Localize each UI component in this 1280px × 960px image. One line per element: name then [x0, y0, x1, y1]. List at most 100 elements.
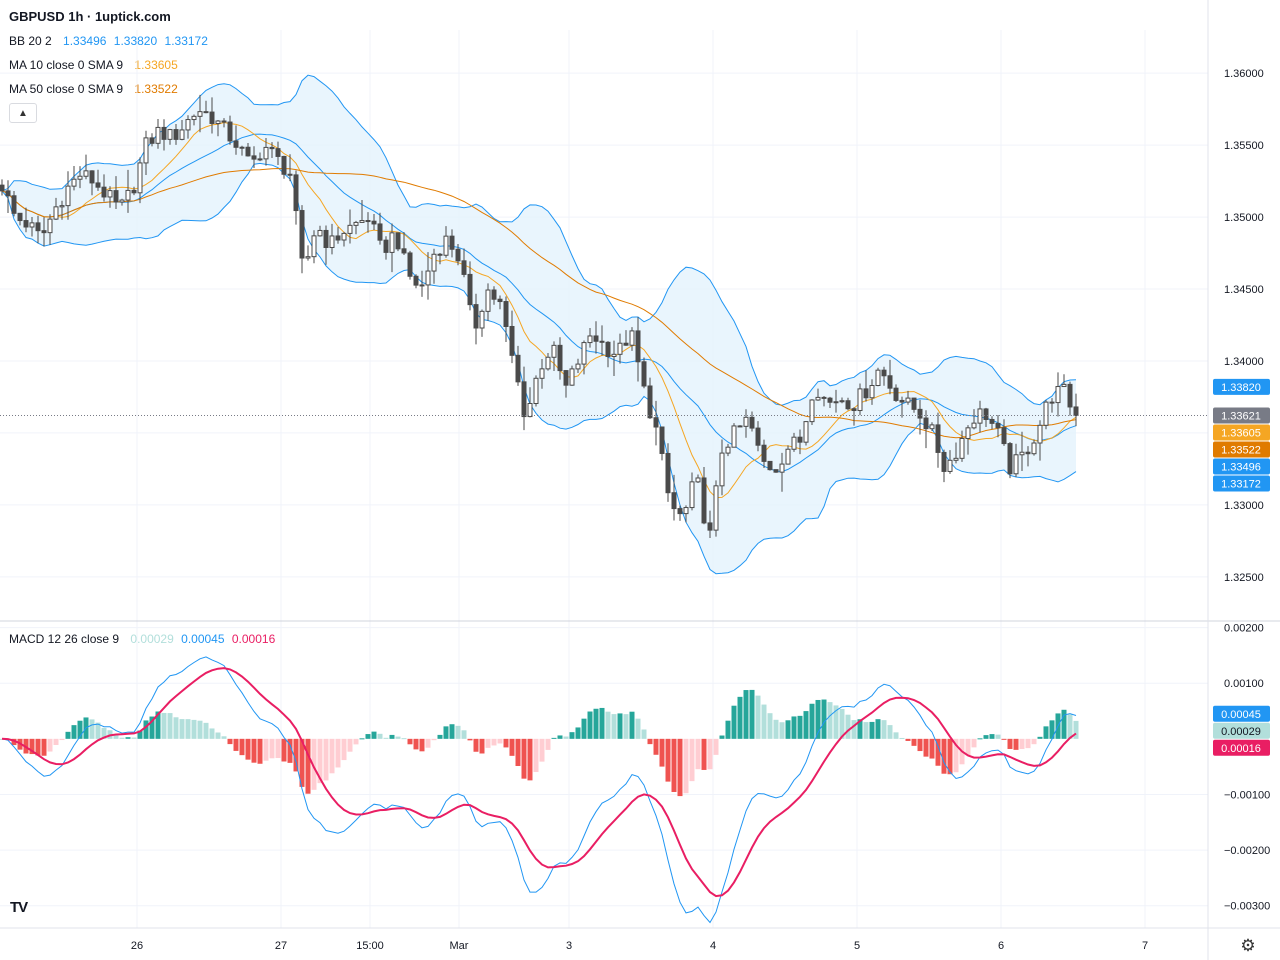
- candle-body: [1013, 454, 1019, 475]
- candle: [269, 142, 275, 158]
- candle: [773, 469, 779, 473]
- candle: [605, 341, 611, 368]
- macd-hist-bar: [683, 738, 689, 794]
- macd-hist-bar: [1007, 738, 1013, 749]
- candle: [533, 375, 539, 407]
- candle: [227, 115, 233, 145]
- time-tick-label: 3: [566, 940, 572, 952]
- price-tick-label: 1.34000: [1224, 356, 1264, 368]
- macd-tag-bg: [1213, 705, 1270, 722]
- macd-hist-bar: [137, 730, 143, 739]
- candle: [437, 252, 443, 265]
- candle-body: [419, 284, 425, 287]
- price-tag: 1.33496: [1213, 458, 1270, 475]
- candle-body: [725, 446, 731, 454]
- candle: [593, 321, 599, 354]
- candle-body: [569, 368, 575, 386]
- candle-body: [1001, 427, 1007, 445]
- candle: [425, 252, 431, 300]
- candle: [17, 212, 23, 226]
- candle: [881, 366, 887, 386]
- candle: [899, 396, 905, 418]
- macd-hist-bar: [881, 720, 887, 739]
- candle-body: [773, 469, 779, 473]
- price-tick-label: 1.34500: [1224, 284, 1264, 296]
- candle-body: [119, 199, 125, 203]
- candle: [263, 137, 269, 166]
- candle: [869, 379, 875, 405]
- macd-hist-bar: [581, 718, 587, 739]
- ma10-legend[interactable]: MA 10 close 0 SMA 9 1.33605: [9, 58, 182, 72]
- macd-hist-bar: [713, 738, 719, 755]
- macd-hist-bar: [155, 711, 161, 739]
- candle: [383, 236, 389, 260]
- candle-body: [425, 270, 431, 286]
- macd-hist-bar: [605, 711, 611, 739]
- ma10-legend-label: MA 10 close 0 SMA 9: [9, 58, 124, 72]
- macd-hist-bar: [677, 738, 683, 797]
- macd-hist-bar: [821, 699, 827, 739]
- candle: [785, 445, 791, 465]
- candle-body: [503, 301, 509, 327]
- candle-body: [761, 444, 767, 462]
- price-tag-bg: [1213, 424, 1270, 441]
- macd-hist-bar: [509, 738, 515, 756]
- candle: [287, 154, 293, 182]
- macd-hist-bar: [563, 736, 569, 739]
- macd-tag: 0.00045: [1213, 705, 1270, 722]
- candle: [1013, 443, 1019, 478]
- bb-basis-line: [1, 133, 1077, 473]
- macd-hist-bar: [227, 738, 233, 745]
- ma50-legend[interactable]: MA 50 close 0 SMA 9 1.33522: [9, 82, 182, 96]
- macd-hist-bar: [143, 720, 149, 739]
- macd-tick-label: 0.00100: [1224, 678, 1264, 690]
- candle: [827, 396, 833, 408]
- candle: [1001, 419, 1007, 446]
- candle-body: [539, 368, 545, 379]
- candle-body: [719, 452, 725, 487]
- macd-hist-bar: [635, 718, 641, 739]
- macd-hist-bar: [515, 738, 521, 766]
- collapse-legend-button[interactable]: ▲: [9, 103, 37, 123]
- macd-hist-bar: [587, 711, 593, 739]
- candle-body: [851, 408, 857, 412]
- candle-body: [431, 253, 437, 272]
- candle-body: [827, 397, 833, 403]
- macd-hist-bar: [95, 722, 101, 739]
- macd-hist-bar: [167, 713, 173, 739]
- candle: [995, 415, 1001, 438]
- candle-body: [11, 195, 17, 214]
- macd-hist-bar: [953, 738, 959, 773]
- candle: [701, 466, 707, 525]
- macd-hist-bar: [983, 735, 989, 739]
- macd-hist-bar: [569, 732, 575, 739]
- candle: [941, 449, 947, 483]
- macd-hist-bar: [263, 738, 269, 761]
- candle-body: [101, 186, 107, 198]
- macd-hist-bar: [35, 738, 41, 756]
- candle-body: [275, 148, 281, 157]
- candle-body: [1067, 383, 1073, 408]
- macd-tag: 0.00029: [1213, 722, 1270, 739]
- macd-hist-bar: [323, 738, 329, 781]
- candle: [71, 165, 77, 191]
- candle-body: [521, 381, 527, 418]
- gear-icon[interactable]: ⚙: [1240, 936, 1256, 955]
- candle: [455, 243, 461, 266]
- candle-body: [713, 485, 719, 531]
- candle: [329, 223, 335, 255]
- bb-lower-value: 1.33172: [164, 34, 208, 48]
- candle-body: [497, 298, 503, 303]
- candle-body: [557, 344, 563, 372]
- tradingview-logo[interactable]: TV: [10, 899, 28, 916]
- candle: [623, 330, 629, 346]
- candle-body: [443, 235, 449, 256]
- macd-legend[interactable]: MACD 12 26 close 9 0.00029 0.00045 0.000…: [9, 632, 279, 646]
- macd-hist-bar: [233, 738, 239, 751]
- candle: [245, 142, 251, 157]
- candle: [1025, 446, 1031, 467]
- bb-legend[interactable]: BB 20 2 1.33496 1.33820 1.33172: [9, 34, 212, 48]
- candle-body: [809, 399, 815, 423]
- macd-hist-bar: [995, 734, 1001, 739]
